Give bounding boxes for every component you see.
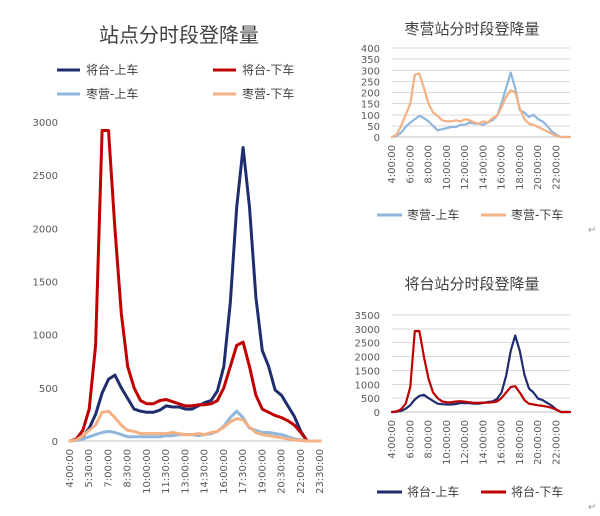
corner-mark-icon: ↵ (588, 502, 596, 513)
y-tick-label: 200 (361, 89, 380, 100)
y-tick-label: 250 (361, 77, 380, 88)
zaoying-chart-title: 枣营站分时段登降量 (404, 20, 539, 38)
series-line-zy-down (68, 409, 322, 443)
y-tick-label: 1000 (355, 380, 380, 391)
x-tick-label: 8:30:00 (123, 449, 134, 488)
main-legend: 将台-上车 将台-下车 枣营-上车 枣营-下车 (57, 62, 294, 101)
y-tick-label: 2500 (33, 171, 58, 182)
y-tick-label: 150 (361, 100, 380, 111)
x-tick-label: 8:00:00 (424, 420, 435, 459)
x-tick-label: 16:00:00 (497, 420, 508, 465)
x-tick-label: 10:00:00 (142, 449, 153, 494)
y-tick-label: 400 (361, 44, 380, 55)
y-tick-label: 100 (361, 111, 380, 122)
jiangtai-legend: 将台-上车 将台-下车 (377, 484, 563, 499)
series-line-jt-down (390, 330, 572, 414)
x-tick-label: 5:30:00 (84, 449, 95, 488)
legend-label-zy-down: 枣营-下车 (511, 207, 563, 222)
x-tick-label: 19:00:00 (257, 449, 268, 494)
x-tick-label: 14:00:00 (478, 420, 489, 465)
x-tick-label: 4:00:00 (65, 449, 76, 488)
x-tick-label: 8:00:00 (424, 145, 435, 184)
jiangtai-chart: 将台站分时段登降量 将台-上车 将台-下车 0 500 1000 1500 2000 25… (355, 275, 572, 499)
x-tick-label: 11:30:00 (161, 449, 172, 494)
x-tick-label: 12:00:00 (460, 145, 471, 190)
y-tick-label: 3000 (355, 325, 380, 336)
x-tick-label: 16:00:00 (497, 145, 508, 190)
legend-label-jt-up: 将台-上车 (86, 62, 138, 77)
legend-label-zy-down: 枣营-下车 (242, 86, 294, 101)
corner-mark-icon: ↵ (588, 225, 596, 236)
series-line-jt-up (68, 146, 322, 443)
y-tick-label: 1500 (33, 278, 58, 289)
x-tick-label: 20:00:00 (533, 420, 544, 465)
series-line-zy-up (390, 71, 572, 139)
y-tick-label: 500 (39, 384, 58, 395)
zaoying-chart: 枣营站分时段登降量 枣营-上车 枣营-下车 050100150200250300… (361, 20, 572, 222)
x-tick-label: 7:00:00 (103, 449, 114, 488)
series-line-zy-down (390, 72, 572, 139)
x-tick-label: 20:00:00 (533, 145, 544, 190)
y-tick-label: 2500 (355, 339, 380, 350)
x-tick-label: 14:00:00 (478, 145, 489, 190)
x-tick-label: 22:00:00 (551, 420, 562, 465)
x-tick-label: 4:00:00 (387, 145, 398, 184)
y-tick-label: 3000 (33, 118, 58, 129)
legend-label-jt-up: 将台-上车 (407, 484, 459, 499)
x-tick-label: 22:00:00 (551, 145, 562, 190)
x-tick-label: 6:00:00 (405, 145, 416, 184)
x-tick-label: 20:30:00 (277, 449, 288, 494)
main-chart: 站点分时段登降量 将台-上车 将台-下车 枣营-上车 枣营-下车 0 500 100… (33, 23, 326, 494)
legend-label-zy-up: 枣营-上车 (86, 86, 138, 101)
series-line-jt-up (390, 334, 572, 414)
y-tick-label: 500 (361, 394, 380, 405)
y-tick-label: 350 (361, 55, 380, 66)
main-chart-title: 站点分时段登降量 (99, 23, 259, 47)
legend-label-zy-up: 枣营-上车 (407, 207, 459, 222)
x-tick-label: 14:30:00 (200, 449, 211, 494)
zaoying-legend: 枣营-上车 枣营-下车 (377, 207, 563, 222)
series-line-jt-down (68, 129, 322, 443)
x-tick-label: 17:30:00 (238, 449, 249, 494)
y-tick-label: 0 (374, 408, 380, 419)
legend-label-jt-down: 将台-下车 (242, 62, 294, 77)
x-tick-label: 22:00:00 (296, 449, 307, 494)
x-tick-label: 18:00:00 (515, 420, 526, 465)
x-tick-label: 10:00:00 (442, 145, 453, 190)
x-tick-label: 6:00:00 (405, 420, 416, 459)
y-tick-label: 0 (374, 133, 380, 144)
x-tick-label: 12:00:00 (460, 420, 471, 465)
x-tick-label: 18:00:00 (515, 145, 526, 190)
y-tick-label: 50 (367, 122, 380, 133)
y-tick-label: 3500 (355, 311, 380, 322)
jiangtai-chart-title: 将台站分时段登降量 (404, 275, 539, 293)
y-tick-label: 2000 (355, 353, 380, 364)
legend-label-jt-down: 将台-下车 (511, 484, 563, 499)
y-tick-label: 1500 (355, 366, 380, 377)
x-tick-label: 23:30:00 (315, 449, 326, 494)
y-tick-label: 0 (52, 437, 58, 448)
x-tick-label: 16:00:00 (219, 449, 230, 494)
y-tick-label: 300 (361, 66, 380, 77)
y-tick-label: 1000 (33, 331, 58, 342)
x-tick-label: 10:00:00 (442, 420, 453, 465)
y-tick-label: 2000 (33, 224, 58, 235)
x-tick-label: 4:00:00 (387, 420, 398, 459)
x-tick-label: 13:00:00 (180, 449, 191, 494)
